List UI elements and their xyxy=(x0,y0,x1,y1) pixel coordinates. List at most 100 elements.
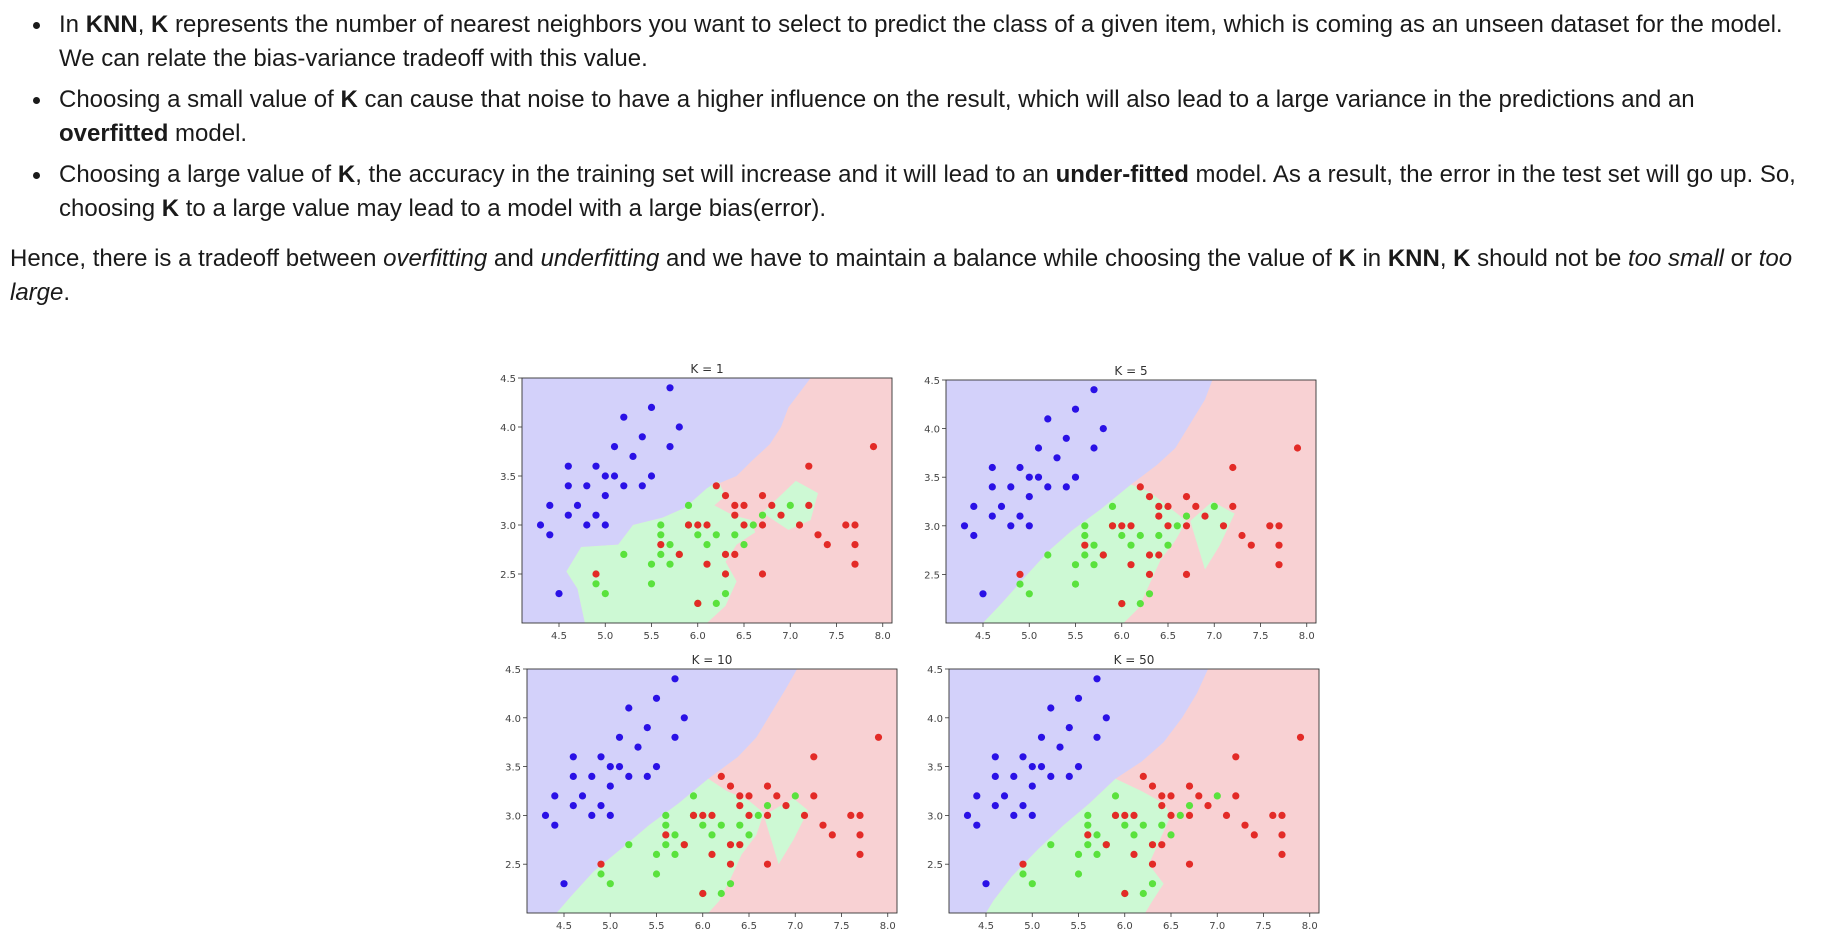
point-blue xyxy=(1034,444,1043,452)
point-blue xyxy=(991,753,999,761)
point-blue xyxy=(1071,405,1080,413)
decision-regions xyxy=(949,669,1319,913)
point-green xyxy=(597,870,605,878)
point-red xyxy=(657,541,665,549)
y-tick-label: 2.5 xyxy=(924,570,940,581)
point-green xyxy=(606,880,614,888)
point-green xyxy=(1090,561,1098,569)
point-red xyxy=(1204,802,1212,810)
point-green xyxy=(740,541,748,549)
point-red xyxy=(1155,502,1163,510)
point-blue xyxy=(1093,675,1101,683)
point-red xyxy=(1155,551,1163,559)
point-blue xyxy=(564,462,572,470)
point-green xyxy=(1093,850,1101,858)
x-tick-label: 8.0 xyxy=(1299,631,1315,642)
x-tick-label: 5.5 xyxy=(1068,631,1084,642)
point-red xyxy=(703,521,711,529)
x-tick-label: 6.5 xyxy=(1163,921,1179,932)
x-tick-label: 5.5 xyxy=(649,921,665,932)
x-tick-label: 6.0 xyxy=(690,631,706,642)
point-blue xyxy=(578,792,587,800)
point-red xyxy=(745,811,753,819)
y-tick-label: 2.5 xyxy=(505,860,521,871)
point-blue xyxy=(643,772,651,780)
point-green xyxy=(662,841,670,849)
point-red xyxy=(726,782,735,790)
point-green xyxy=(1016,580,1024,588)
point-blue xyxy=(647,403,656,411)
point-red xyxy=(874,733,883,741)
point-blue xyxy=(573,501,582,509)
bullet-item-small-k: Choosing a small value of K can cause th… xyxy=(33,83,1805,151)
point-blue xyxy=(970,502,978,510)
x-tick-label: 5.0 xyxy=(602,921,618,932)
point-blue xyxy=(963,811,972,819)
point-red xyxy=(717,772,725,780)
point-red xyxy=(763,811,772,819)
point-red xyxy=(712,482,720,490)
point-green xyxy=(1047,841,1055,849)
point-blue xyxy=(625,772,633,780)
point-blue xyxy=(569,772,577,780)
point-red xyxy=(1102,841,1110,849)
point-green xyxy=(647,580,656,588)
point-red xyxy=(1229,463,1237,472)
point-blue xyxy=(634,743,642,751)
point-red xyxy=(721,550,730,558)
point-red xyxy=(805,501,813,509)
point-green xyxy=(1185,802,1194,810)
point-green xyxy=(1084,841,1092,849)
point-blue xyxy=(1025,522,1033,530)
point-blue xyxy=(569,753,577,761)
point-blue xyxy=(629,452,637,460)
point-green xyxy=(1071,561,1080,569)
point-blue xyxy=(1028,782,1036,790)
point-red xyxy=(1192,502,1200,510)
point-blue xyxy=(997,502,1006,510)
x-tick-label: 6.0 xyxy=(695,921,711,932)
point-blue xyxy=(988,463,996,472)
point-blue xyxy=(610,443,619,451)
plot-title: K = 10 xyxy=(692,653,733,667)
point-red xyxy=(1278,850,1286,858)
point-green xyxy=(717,889,725,898)
x-tick-label: 6.0 xyxy=(1117,921,1133,932)
y-tick-label: 4.0 xyxy=(924,425,940,436)
point-red xyxy=(856,811,864,819)
x-tick-label: 6.5 xyxy=(1160,631,1176,642)
point-green xyxy=(745,831,753,839)
point-green xyxy=(1019,870,1027,878)
point-blue xyxy=(1044,415,1052,423)
y-tick-label: 4.0 xyxy=(505,714,521,725)
point-green xyxy=(1136,600,1144,608)
point-blue xyxy=(1028,763,1036,771)
point-green xyxy=(666,541,674,549)
point-green xyxy=(671,831,679,839)
point-red xyxy=(694,521,702,529)
point-red xyxy=(763,782,772,790)
point-blue xyxy=(638,433,646,441)
point-blue xyxy=(551,792,559,800)
point-red xyxy=(1019,860,1027,868)
y-tick-label: 3.5 xyxy=(505,763,521,774)
point-blue xyxy=(652,694,661,702)
point-blue xyxy=(1010,772,1018,780)
point-green xyxy=(763,802,772,810)
point-blue xyxy=(1016,512,1024,520)
bullet-item-k-definition: In KNN, K represents the number of neare… xyxy=(33,8,1805,76)
point-red xyxy=(810,792,818,800)
point-green xyxy=(657,550,665,558)
point-red xyxy=(782,802,790,810)
point-red xyxy=(869,443,878,451)
region-green xyxy=(566,480,818,623)
point-green xyxy=(1139,889,1147,898)
point-green xyxy=(671,850,679,858)
point-blue xyxy=(1053,454,1061,462)
point-green xyxy=(736,821,744,829)
point-red xyxy=(708,811,716,819)
point-blue xyxy=(1074,694,1083,702)
point-red xyxy=(1148,782,1157,790)
point-blue xyxy=(1025,493,1033,501)
x-tick-label: 7.0 xyxy=(787,921,803,932)
